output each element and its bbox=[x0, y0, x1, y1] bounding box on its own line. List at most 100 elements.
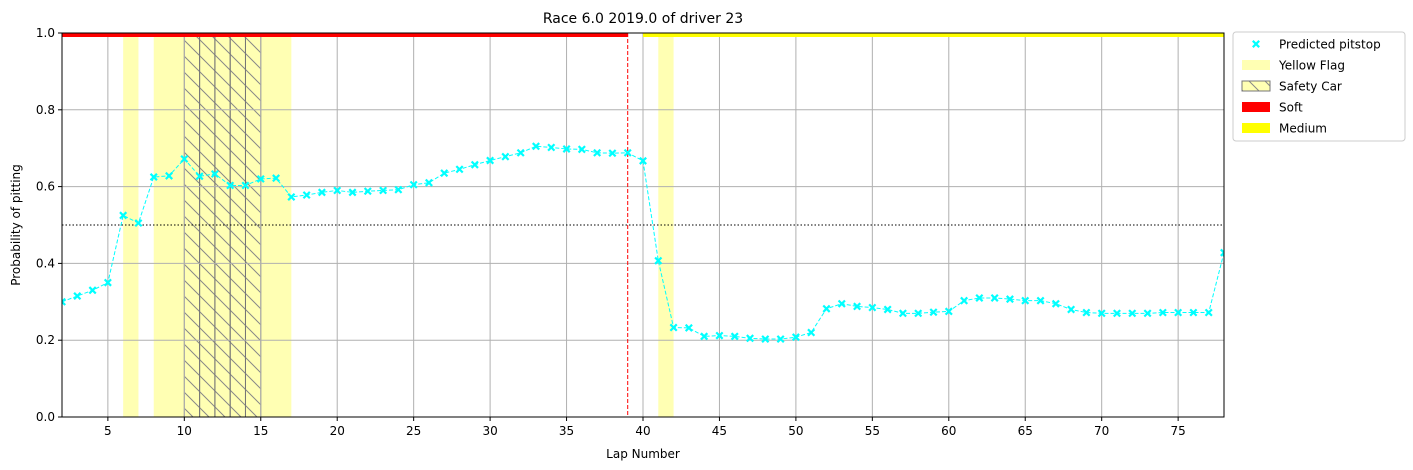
data-point bbox=[715, 331, 724, 340]
data-point bbox=[62, 297, 66, 306]
data-point bbox=[363, 187, 372, 196]
data-point bbox=[516, 148, 525, 157]
data-point bbox=[256, 174, 265, 183]
y-tick-label: 1.0 bbox=[36, 26, 55, 40]
data-point bbox=[455, 165, 464, 174]
data-point bbox=[944, 307, 953, 316]
legend-swatch-yellow-flag bbox=[1242, 60, 1270, 70]
data-point bbox=[1082, 308, 1091, 317]
x-tick-label: 60 bbox=[941, 424, 956, 438]
x-tick-label: 45 bbox=[712, 424, 727, 438]
x-tick-label: 25 bbox=[406, 424, 421, 438]
yellow-flag-band bbox=[658, 33, 674, 417]
legend-label-predicted-pitstop: Predicted pitstop bbox=[1279, 38, 1381, 52]
legend-swatch-medium bbox=[1242, 123, 1270, 133]
data-point bbox=[73, 292, 82, 301]
data-point bbox=[317, 188, 326, 197]
data-point bbox=[960, 296, 969, 305]
data-point bbox=[807, 328, 816, 337]
data-point bbox=[990, 293, 999, 302]
data-point bbox=[914, 309, 923, 318]
y-axis-label: Probability of pitting bbox=[9, 164, 23, 286]
data-point bbox=[1128, 309, 1137, 318]
legend-label-soft: Soft bbox=[1279, 101, 1303, 115]
data-point bbox=[791, 333, 800, 342]
chart-title: Race 6.0 2019.0 of driver 23 bbox=[543, 11, 743, 27]
data-point bbox=[501, 152, 510, 161]
data-point bbox=[700, 332, 709, 341]
data-point bbox=[562, 144, 571, 153]
data-point bbox=[593, 148, 602, 157]
data-point bbox=[883, 305, 892, 314]
data-point bbox=[868, 303, 877, 312]
reference-lines bbox=[62, 33, 1224, 417]
data-point bbox=[1051, 299, 1060, 308]
data-point bbox=[1021, 296, 1030, 305]
data-point bbox=[348, 188, 357, 197]
data-point bbox=[302, 191, 311, 200]
data-point bbox=[639, 156, 647, 165]
x-tick-label: 20 bbox=[330, 424, 345, 438]
x-tick-label: 5 bbox=[104, 424, 112, 438]
data-point bbox=[379, 186, 388, 195]
data-point bbox=[669, 323, 678, 332]
data-point bbox=[165, 171, 174, 180]
data-point bbox=[103, 278, 112, 287]
data-point bbox=[1204, 308, 1213, 317]
data-point bbox=[1067, 305, 1076, 314]
data-point bbox=[975, 293, 984, 302]
data-point bbox=[1220, 248, 1224, 257]
data-point bbox=[1005, 295, 1014, 304]
x-tick-label: 30 bbox=[482, 424, 497, 438]
data-point bbox=[1158, 308, 1167, 317]
x-tick-label: 15 bbox=[253, 424, 268, 438]
data-point bbox=[746, 334, 755, 343]
data-point bbox=[486, 156, 495, 165]
data-point bbox=[898, 309, 907, 318]
data-point bbox=[730, 332, 739, 341]
legend-box bbox=[1232, 31, 1406, 142]
data-point bbox=[776, 335, 785, 344]
y-tick-label: 0.2 bbox=[36, 333, 55, 347]
data-point bbox=[333, 186, 342, 195]
legend-swatch-soft bbox=[1242, 102, 1270, 112]
data-point bbox=[1097, 309, 1106, 318]
x-tick-label: 75 bbox=[1170, 424, 1185, 438]
x-axis-label: Lap Number bbox=[606, 447, 680, 461]
x-tick-label: 10 bbox=[177, 424, 192, 438]
legend: Predicted pitstop Yellow Flag Safety Car So… bbox=[1232, 31, 1406, 142]
legend-label-medium: Medium bbox=[1279, 122, 1327, 136]
x-tick-label: 70 bbox=[1094, 424, 1109, 438]
tyre-bar-soft bbox=[62, 33, 628, 37]
x-tick-label: 65 bbox=[1018, 424, 1033, 438]
data-point bbox=[929, 308, 938, 317]
data-point bbox=[394, 185, 403, 194]
tyre-bars bbox=[62, 33, 1224, 37]
data-point bbox=[1036, 296, 1045, 305]
data-point bbox=[623, 148, 632, 157]
data-point bbox=[684, 323, 693, 332]
x-tick-label: 40 bbox=[635, 424, 650, 438]
data-point bbox=[119, 211, 128, 220]
legend-label-yellow-flag: Yellow Flag bbox=[1278, 59, 1345, 73]
data-point bbox=[577, 145, 586, 154]
data-point bbox=[226, 181, 235, 190]
axis-ticks: 5 10 15 20 25 30 35 40 45 50 55 60 65 70 75 0.0 0.2 0.4 0.… bbox=[36, 26, 1186, 438]
data-point bbox=[1189, 308, 1198, 317]
data-point bbox=[531, 142, 540, 151]
data-point bbox=[195, 172, 204, 181]
y-tick-label: 0.4 bbox=[36, 256, 55, 270]
data-point bbox=[241, 181, 250, 190]
tyre-bar-medium bbox=[643, 33, 1224, 37]
yellow-flag-band bbox=[123, 33, 139, 417]
legend-swatch-predicted-pitstop bbox=[1252, 40, 1260, 48]
data-point bbox=[210, 169, 219, 178]
x-tick-label: 55 bbox=[865, 424, 880, 438]
data-point bbox=[88, 286, 97, 295]
data-point bbox=[761, 335, 770, 344]
x-tick-label: 35 bbox=[559, 424, 574, 438]
data-point bbox=[409, 180, 418, 189]
y-tick-label: 0.6 bbox=[36, 180, 55, 194]
data-point bbox=[470, 160, 479, 169]
